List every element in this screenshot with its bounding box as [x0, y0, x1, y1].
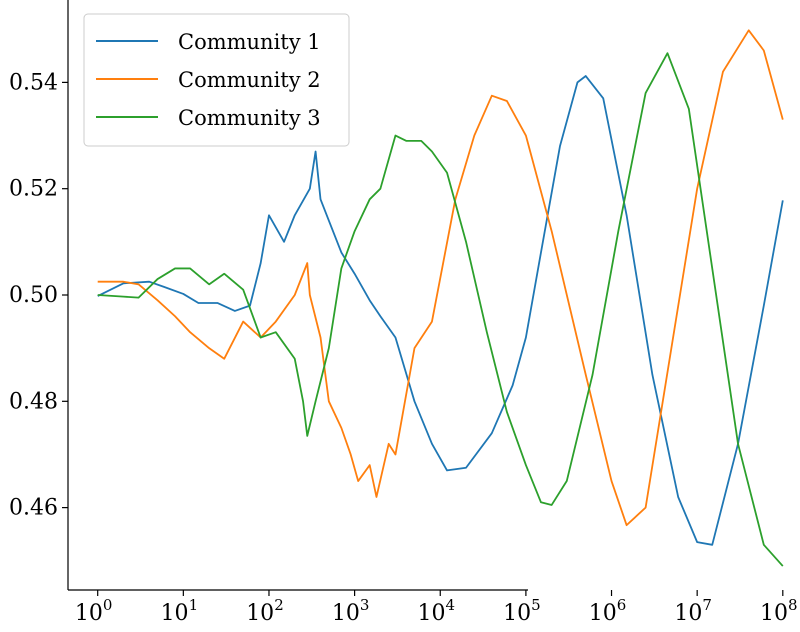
x-tick-label: 102 [246, 596, 284, 626]
x-tick-label: 100 [75, 596, 113, 626]
x-tick-base: 10 [417, 601, 445, 626]
x-tick-label: 104 [417, 596, 455, 626]
x-axis-ticks: 100 101 102 103 104 105 106 107 108 [75, 590, 798, 626]
legend-label-community-3: Community 3 [178, 106, 321, 130]
y-tick-label: 0.52 [9, 177, 58, 202]
x-tick-exponent: 2 [274, 596, 284, 614]
y-tick-label: 0.46 [9, 496, 58, 521]
y-axis-ticks: 0.46 0.48 0.50 0.52 0.54 [9, 70, 68, 521]
x-tick-base: 10 [589, 601, 617, 626]
x-tick-exponent: 0 [103, 596, 113, 614]
x-tick-label: 108 [760, 596, 798, 626]
x-tick-label: 107 [674, 596, 712, 626]
legend-box [83, 13, 350, 147]
x-tick-base: 10 [760, 601, 788, 626]
x-tick-exponent: 1 [189, 596, 199, 614]
x-tick-base: 10 [674, 601, 702, 626]
series-layer [97, 29, 784, 567]
x-tick-base: 10 [332, 601, 360, 626]
x-tick-label: 103 [332, 596, 370, 626]
series-line-community-1 [97, 75, 784, 546]
series-line-community-3 [97, 52, 784, 567]
x-tick-base: 10 [161, 601, 189, 626]
legend-label-community-2: Community 2 [178, 68, 321, 92]
x-tick-exponent: 5 [531, 596, 541, 614]
y-tick-label: 0.50 [9, 283, 58, 308]
x-tick-base: 10 [75, 601, 103, 626]
x-tick-label: 101 [161, 596, 199, 626]
x-tick-label: 105 [503, 596, 541, 626]
x-tick-exponent: 4 [445, 596, 455, 614]
x-tick-exponent: 6 [617, 596, 627, 614]
x-tick-base: 10 [503, 601, 531, 626]
x-tick-exponent: 8 [788, 596, 798, 614]
legend-label-community-1: Community 1 [178, 30, 321, 54]
y-tick-label: 0.48 [9, 389, 58, 414]
x-tick-exponent: 7 [702, 596, 712, 614]
series-line-community-2 [97, 29, 784, 527]
x-tick-exponent: 3 [360, 596, 370, 614]
x-tick-base: 10 [246, 601, 274, 626]
legend: Community 1 Community 2 Community 3 [83, 13, 350, 147]
y-tick-label: 0.54 [9, 70, 58, 95]
x-tick-label: 106 [589, 596, 627, 626]
